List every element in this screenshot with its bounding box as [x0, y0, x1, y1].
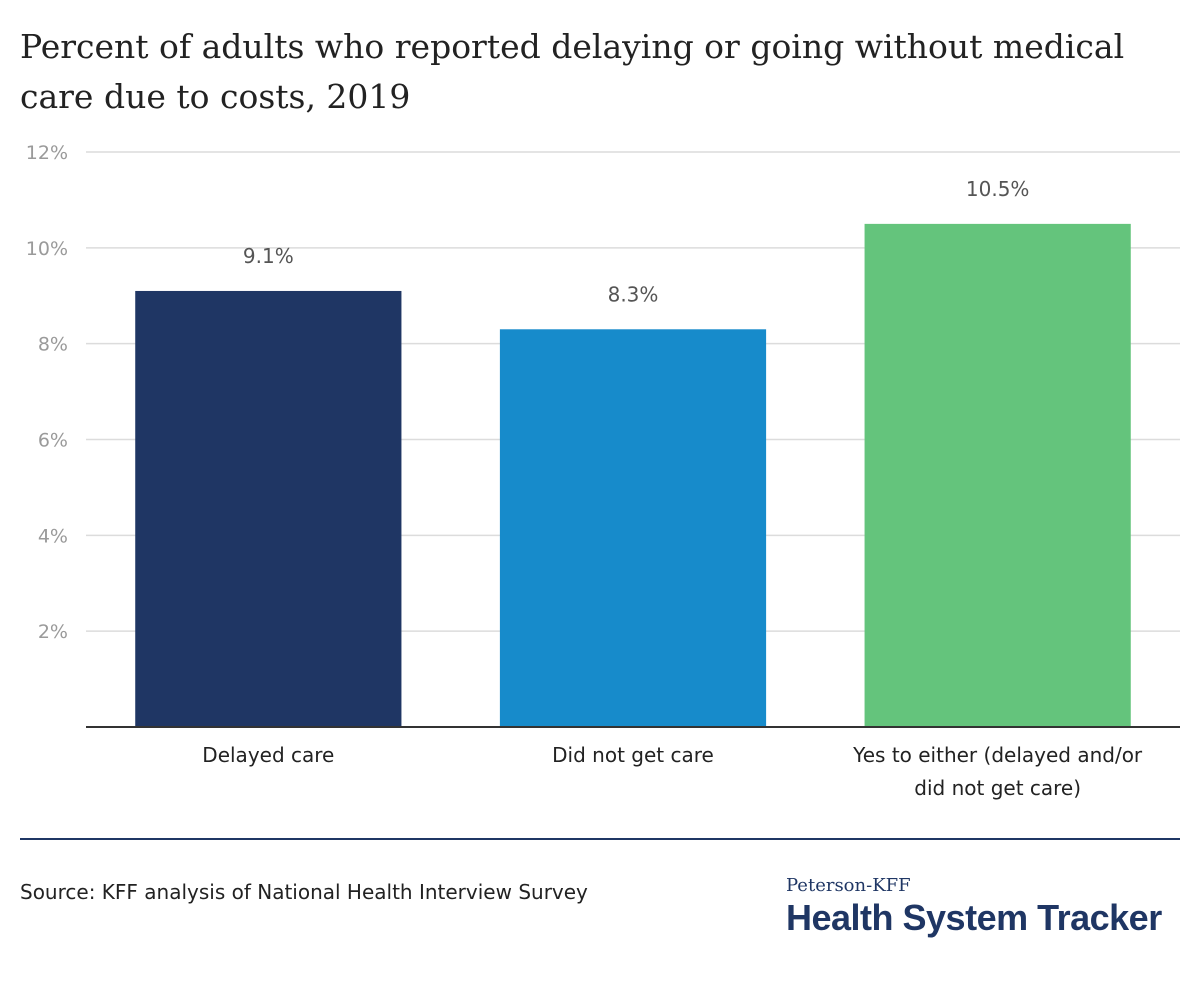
value-label-2: 10.5%: [966, 177, 1030, 201]
x-tick-label-2-0: Yes to either (delayed and/or: [852, 743, 1143, 767]
logo-health-system-tracker: Health System Tracker: [786, 897, 1162, 938]
x-tick-label-1-0: Did not get care: [552, 743, 714, 767]
chart-title: Percent of adults who reported delaying …: [20, 27, 1125, 116]
bar-chart: 2% 4% 6% 8% 10% 12% 9.1% 8.3% 10.5% Delayed car…: [26, 142, 1180, 800]
y-axis-ticks: 2% 4% 6% 8% 10% 12%: [26, 142, 68, 643]
value-label-1: 8.3%: [608, 282, 659, 306]
brand-logo: Peterson-KFF Health System Tracker: [786, 876, 1162, 940]
y-tick-label: 2%: [38, 621, 68, 643]
bar-0: [135, 290, 402, 727]
bars: [135, 223, 1131, 727]
y-tick-label: 6%: [38, 430, 68, 452]
y-tick-label: 10%: [26, 238, 68, 260]
value-labels: 9.1% 8.3% 10.5%: [243, 177, 1030, 306]
value-label-0: 9.1%: [243, 244, 294, 268]
y-tick-label: 8%: [38, 334, 68, 356]
x-tick-label-2-1: did not get care): [914, 776, 1081, 800]
bar-2: [864, 223, 1131, 727]
bar-1: [499, 329, 767, 727]
footer-divider: [20, 838, 1180, 840]
source-note: Source: KFF analysis of National Health …: [20, 880, 588, 904]
y-tick-label: 12%: [26, 142, 68, 164]
x-tick-label-0-0: Delayed care: [202, 743, 334, 767]
logo-peterson-kff: Peterson-KFF: [786, 875, 911, 896]
y-tick-label: 4%: [38, 525, 68, 547]
x-axis-ticks: Delayed care Did not get care Yes to eithe…: [202, 743, 1143, 800]
